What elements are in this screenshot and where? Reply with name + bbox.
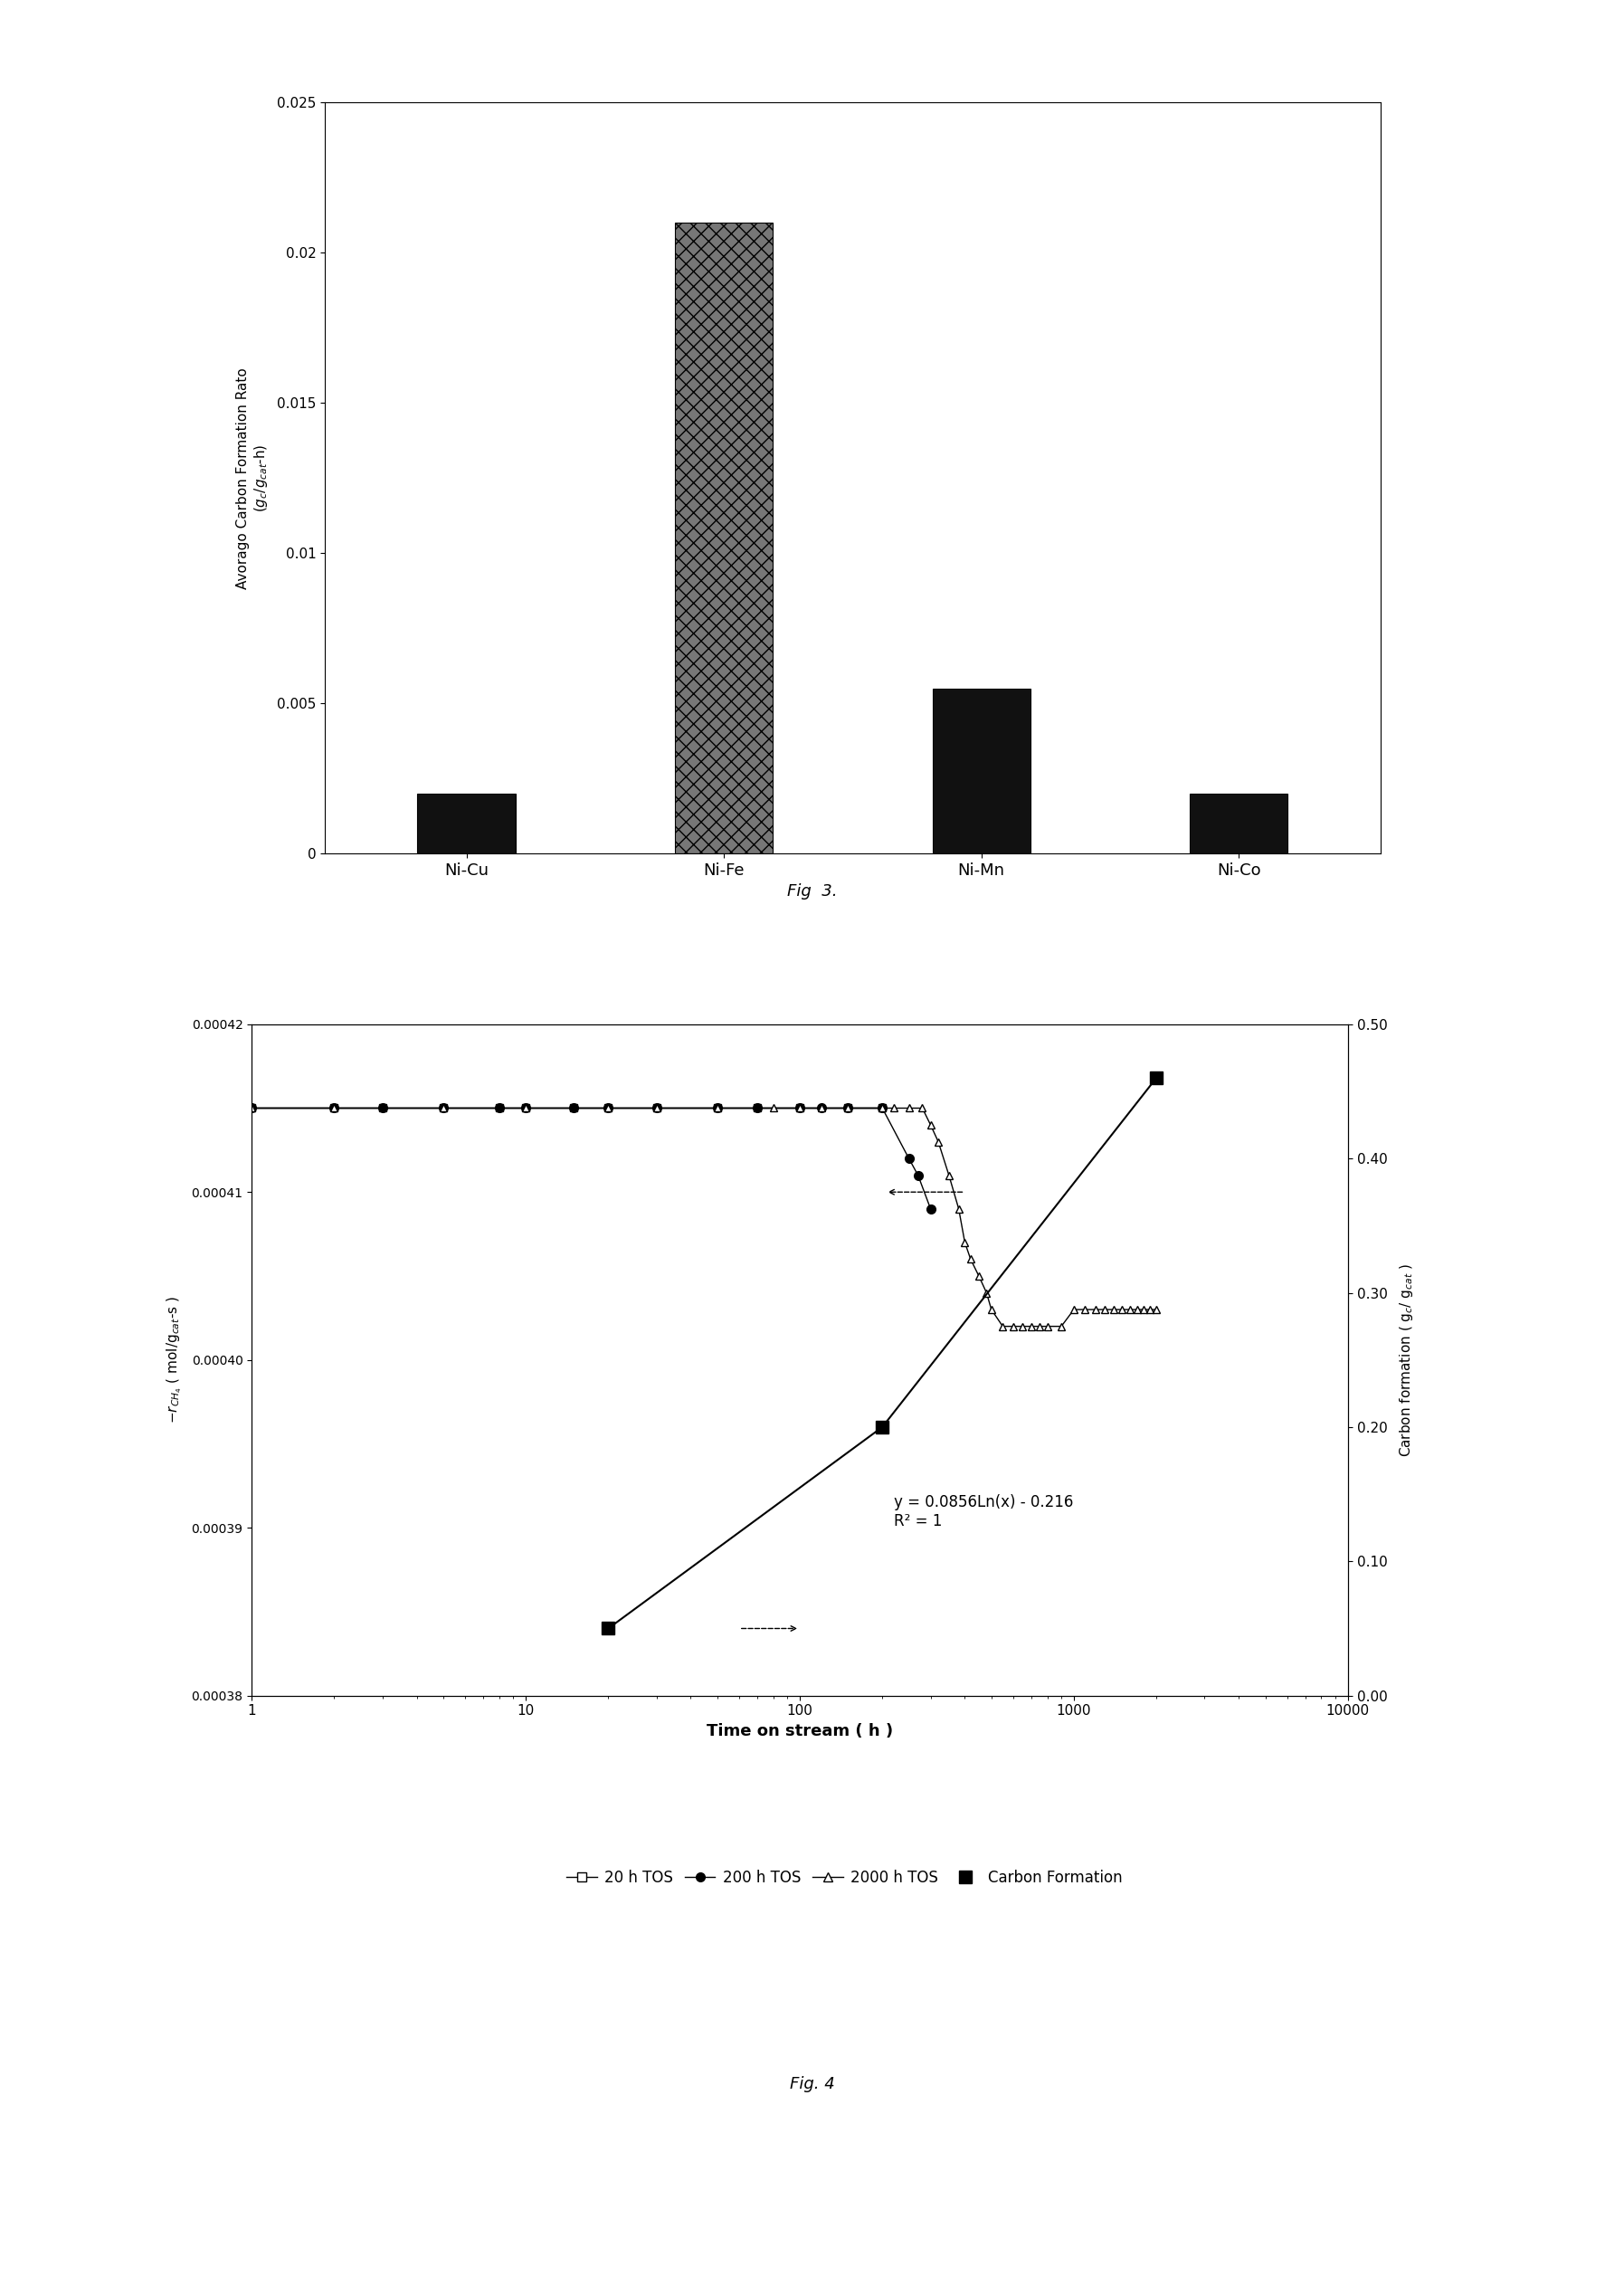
Y-axis label: $-r_{CH_4}$ ( mol/g$_{cat}$-s ): $-r_{CH_4}$ ( mol/g$_{cat}$-s ) [166, 1295, 184, 1425]
Bar [417, 794, 515, 854]
Y-axis label: Carbon formation ( g$_c$/ g$_{cat}$ ): Carbon formation ( g$_c$/ g$_{cat}$ ) [1397, 1263, 1415, 1457]
X-axis label: Time on stream ( h ): Time on stream ( h ) [706, 1723, 893, 1739]
Y-axis label: Avorago Carbon Formation Rato
($g_c$/$g_{cat}$-h): Avorago Carbon Formation Rato ($g_c$/$g_… [235, 366, 270, 589]
Bar [676, 223, 773, 854]
Text: Fig  3.: Fig 3. [788, 883, 836, 899]
Bar [932, 687, 1030, 854]
Text: Fig. 4: Fig. 4 [789, 2076, 835, 2092]
Legend: 20 h TOS, 200 h TOS, 2000 h TOS, Carbon Formation: 20 h TOS, 200 h TOS, 2000 h TOS, Carbon … [560, 1864, 1129, 1891]
Bar [1190, 794, 1288, 854]
Text: y = 0.0856Ln(x) - 0.216
R² = 1: y = 0.0856Ln(x) - 0.216 R² = 1 [893, 1495, 1073, 1529]
